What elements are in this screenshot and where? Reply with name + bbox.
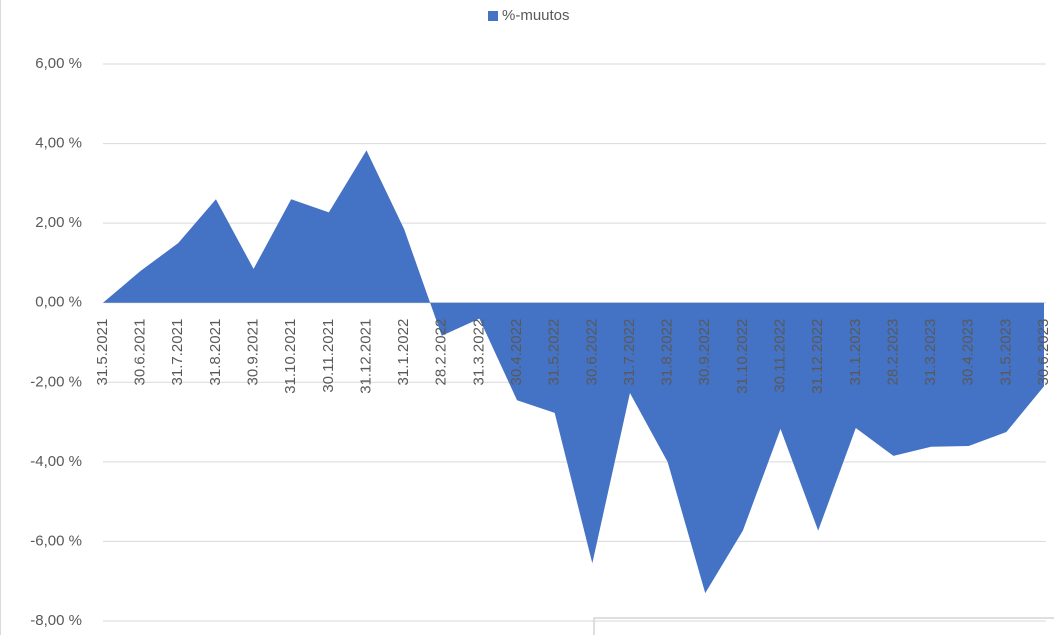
x-tick-label: 30.11.2021 bbox=[320, 319, 337, 393]
x-tick-label: 30.11.2022 bbox=[771, 319, 788, 393]
x-tick-label: 28.2.2022 bbox=[433, 319, 450, 386]
legend-label: %-muutos bbox=[502, 7, 570, 24]
x-tick-label: 30.6.2022 bbox=[583, 319, 600, 386]
frame bbox=[593, 617, 1054, 635]
x-tick-label: 31.5.2023 bbox=[997, 319, 1014, 386]
y-tick-label: -8,00 % bbox=[30, 612, 82, 629]
x-tick-label: 31.8.2021 bbox=[207, 319, 224, 386]
x-tick-label: 31.1.2022 bbox=[395, 319, 412, 386]
y-tick-label: 2,00 % bbox=[35, 214, 82, 231]
x-tick-label: 31.7.2022 bbox=[621, 319, 638, 386]
x-tick-label: 31.3.2023 bbox=[922, 319, 939, 386]
y-tick-label: 6,00 % bbox=[35, 55, 82, 72]
area bbox=[103, 150, 1044, 594]
x-tick-label: 30.6.2021 bbox=[132, 319, 149, 386]
y-tick-label: 0,00 % bbox=[35, 294, 82, 311]
x-tick-label: 30.4.2022 bbox=[508, 319, 525, 386]
x-tick-label: 31.5.2022 bbox=[546, 319, 563, 386]
x-tick-label: 31.12.2022 bbox=[809, 319, 826, 394]
x-tick-label: 31.7.2021 bbox=[169, 319, 186, 386]
x-tick-label: 31.3.2022 bbox=[470, 319, 487, 386]
y-tick-label: 4,00 % bbox=[35, 135, 82, 152]
x-tick-label: 31.10.2021 bbox=[282, 319, 299, 394]
x-tick-label: 31.1.2023 bbox=[847, 319, 864, 386]
x-tick-label: 31.12.2021 bbox=[357, 319, 374, 394]
x-tick-label: 28.2.2023 bbox=[884, 319, 901, 386]
x-tick-label: 31.10.2022 bbox=[734, 319, 751, 394]
x-tick-label: 30.9.2022 bbox=[696, 319, 713, 386]
x-tick-label: 30.9.2021 bbox=[245, 319, 262, 386]
y-tick-label: -2,00 % bbox=[30, 373, 82, 390]
legend-swatch bbox=[488, 11, 498, 21]
y-tick-label: -4,00 % bbox=[30, 453, 82, 470]
y-tick-label: -6,00 % bbox=[30, 532, 82, 549]
x-tick-label: 31.5.2021 bbox=[94, 319, 111, 386]
x-tick-label: 30.4.2023 bbox=[960, 319, 977, 386]
x-tick-label: 31.8.2022 bbox=[659, 319, 676, 386]
x-tick-label: 30.6.2023 bbox=[1035, 319, 1052, 386]
